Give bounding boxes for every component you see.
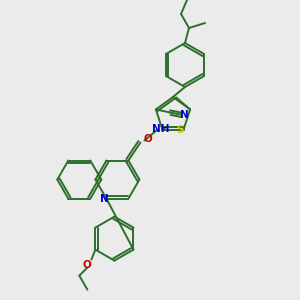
Text: N: N (179, 110, 188, 120)
Text: O: O (83, 260, 92, 270)
Text: S: S (176, 124, 183, 135)
Text: NH: NH (152, 124, 169, 134)
Text: N: N (100, 194, 109, 204)
Text: O: O (143, 134, 152, 143)
